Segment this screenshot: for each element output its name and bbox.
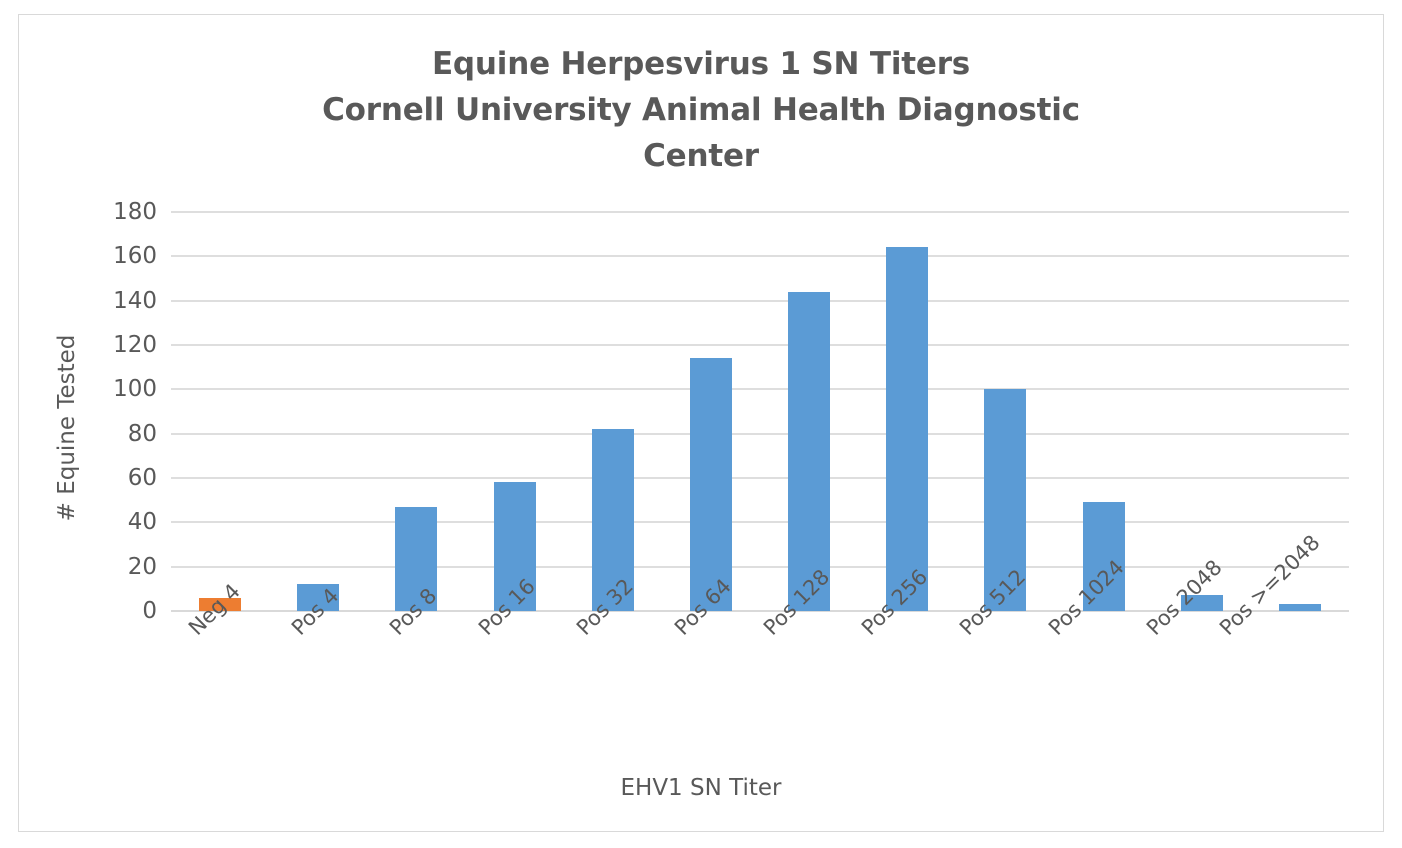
y-axis-tick-label: 120 xyxy=(113,332,157,358)
gridline xyxy=(171,610,1349,612)
gridline xyxy=(171,255,1349,258)
y-axis-tick-label: 20 xyxy=(127,553,157,580)
gridline xyxy=(171,211,1349,213)
y-axis-tick-label: 0 xyxy=(142,598,157,624)
y-axis-tick-label: 100 xyxy=(113,376,157,403)
chart-title-line-2: Cornell University Animal Health Diagnos… xyxy=(322,92,1080,128)
y-axis-tick-label: 160 xyxy=(113,243,157,270)
y-axis-tick-label: 140 xyxy=(113,287,157,314)
gridline xyxy=(171,565,1349,568)
chart-title: Equine Herpesvirus 1 SN Titers Cornell U… xyxy=(19,41,1383,179)
gridline xyxy=(171,477,1349,479)
bar[interactable] xyxy=(1278,604,1321,611)
bar[interactable] xyxy=(689,358,732,611)
gridline xyxy=(171,344,1349,346)
bar[interactable] xyxy=(395,506,438,611)
bar[interactable] xyxy=(591,429,634,611)
bar[interactable] xyxy=(1082,502,1125,611)
x-axis-title-text: EHV1 SN Titer xyxy=(620,775,782,801)
gridline xyxy=(171,521,1349,524)
y-axis-tick-label: 180 xyxy=(113,199,157,225)
gridline xyxy=(171,432,1349,435)
plot-area xyxy=(171,211,1349,612)
bar[interactable] xyxy=(1180,595,1223,611)
y-axis-tick-label: 60 xyxy=(127,465,157,491)
bar[interactable] xyxy=(788,291,831,611)
chart-container: Equine Herpesvirus 1 SN Titers Cornell U… xyxy=(18,14,1384,832)
y-axis-tick-label: 40 xyxy=(127,509,157,536)
bar[interactable] xyxy=(886,247,929,611)
bar[interactable] xyxy=(199,597,242,611)
x-axis-title: EHV1 SN Titer xyxy=(19,775,1383,801)
bar[interactable] xyxy=(297,584,340,611)
chart-title-line-1: Equine Herpesvirus 1 SN Titers xyxy=(431,46,971,82)
bar[interactable] xyxy=(984,389,1027,611)
gridline xyxy=(171,388,1349,391)
y-axis-tick-label: 80 xyxy=(127,420,157,447)
gridline xyxy=(171,299,1349,302)
chart-title-line-3: Center xyxy=(643,138,759,174)
bar[interactable] xyxy=(493,482,536,611)
